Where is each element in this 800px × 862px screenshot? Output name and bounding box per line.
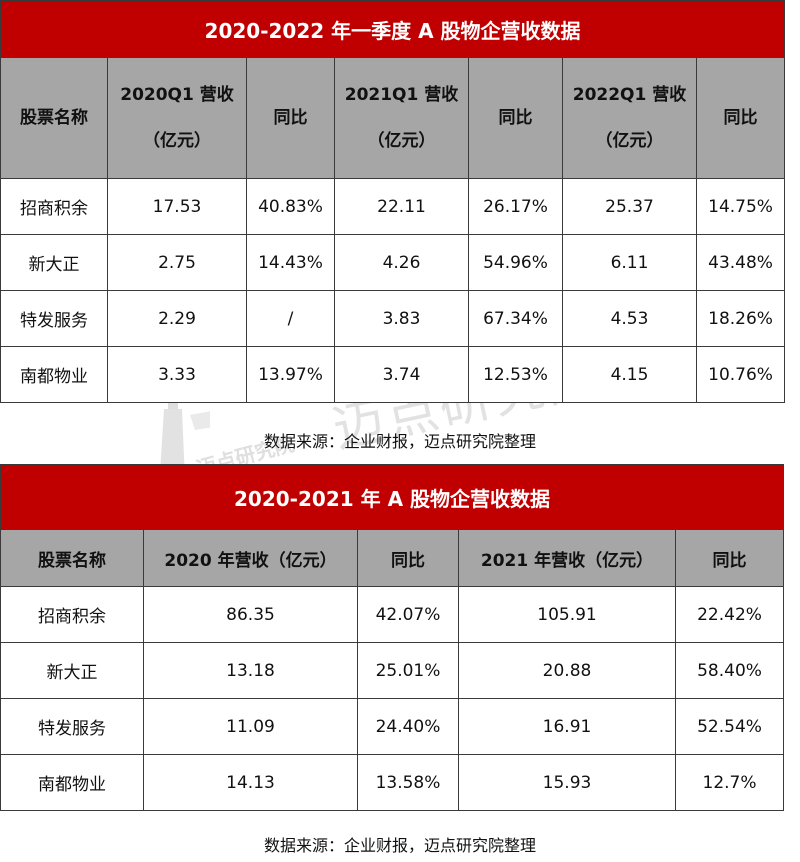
cell-value: 11.09 <box>143 698 358 755</box>
annual-revenue-table: 2020-2021 年 A 股物企营收数据 股票名称 2020 年营收（亿元） … <box>0 464 785 811</box>
table-row: 南都物业 3.33 13.97% 3.74 12.53% 4.15 10.76% <box>0 346 786 403</box>
source-caption: 数据来源：企业财报，迈点研究院整理 <box>263 432 536 451</box>
cell-value: 17.53 <box>107 178 247 235</box>
cell-value: 14.75% <box>695 178 786 235</box>
cell-value: 3.33 <box>107 346 247 403</box>
table-row: 南都物业 14.13 13.58% 15.93 12.7% <box>0 754 785 811</box>
column-header-2021q1-revenue: 2021Q1 营收 （亿元） <box>334 57 469 179</box>
table-row: 特发服务 2.29 / 3.83 67.34% 4.53 18.26% <box>0 290 786 347</box>
table-row: 新大正 13.18 25.01% 20.88 58.40% <box>0 642 785 699</box>
cell-value: 20.88 <box>458 642 676 699</box>
cell-value: 14.13 <box>143 754 358 811</box>
cell-value: 25.01% <box>357 642 459 699</box>
column-header-yoy: 同比 <box>468 57 563 179</box>
table-row: 招商积余 86.35 42.07% 105.91 22.42% <box>0 586 785 643</box>
table-row: 新大正 2.75 14.43% 4.26 54.96% 6.11 43.48% <box>0 234 786 291</box>
source-caption: 数据来源：企业财报，迈点研究院整理 <box>263 836 536 855</box>
column-header-yoy: 同比 <box>674 529 785 587</box>
cell-value: 22.42% <box>674 586 785 643</box>
cell-value: 4.53 <box>562 290 697 347</box>
cell-value: 52.54% <box>674 698 785 755</box>
column-header-stock-name: 股票名称 <box>0 57 108 179</box>
cell-value: 67.34% <box>468 290 563 347</box>
column-header-yoy: 同比 <box>246 57 335 179</box>
cell-value: 86.35 <box>143 586 358 643</box>
cell-value: 3.83 <box>334 290 469 347</box>
cell-stock-name: 南都物业 <box>0 754 144 811</box>
cell-value: 43.48% <box>695 234 786 291</box>
column-header-2022q1-revenue: 2022Q1 营收 （亿元） <box>562 57 697 179</box>
column-header-stock-name: 股票名称 <box>0 529 144 587</box>
cell-value: 16.91 <box>458 698 676 755</box>
cell-value: 42.07% <box>357 586 459 643</box>
table-title: 2020-2021 年 A 股物企营收数据 <box>0 464 785 530</box>
table-row: 特发服务 11.09 24.40% 16.91 52.54% <box>0 698 785 755</box>
cell-value: 4.15 <box>562 346 697 403</box>
cell-value: 3.74 <box>334 346 469 403</box>
cell-value: 2.75 <box>107 234 247 291</box>
header-row: 股票名称 2020Q1 营收 （亿元） 同比 2021Q1 营收 （亿元） 同比 2… <box>0 57 786 179</box>
cell-value: 58.40% <box>674 642 785 699</box>
cell-stock-name: 特发服务 <box>0 698 144 755</box>
cell-value: 14.43% <box>246 234 335 291</box>
cell-value: 105.91 <box>458 586 676 643</box>
header-row: 股票名称 2020 年营收（亿元） 同比 2021 年营收（亿元） 同比 <box>0 529 785 587</box>
cell-stock-name: 新大正 <box>0 234 108 291</box>
table-row: 招商积余 17.53 40.83% 22.11 26.17% 25.37 14.… <box>0 178 786 235</box>
column-header-2020q1-revenue: 2020Q1 营收 （亿元） <box>107 57 247 179</box>
cell-value: 6.11 <box>562 234 697 291</box>
cell-value: 22.11 <box>334 178 469 235</box>
cell-stock-name: 南都物业 <box>0 346 108 403</box>
column-header-2021-revenue: 2021 年营收（亿元） <box>458 529 676 587</box>
cell-value: 13.18 <box>143 642 358 699</box>
cell-value: 26.17% <box>468 178 563 235</box>
cell-stock-name: 招商积余 <box>0 586 144 643</box>
cell-value: 18.26% <box>695 290 786 347</box>
table-title: 2020-2022 年一季度 A 股物企营收数据 <box>0 0 786 58</box>
column-header-2020-revenue: 2020 年营收（亿元） <box>143 529 358 587</box>
cell-value: 25.37 <box>562 178 697 235</box>
cell-value: 2.29 <box>107 290 247 347</box>
cell-value: / <box>246 290 335 347</box>
cell-value: 13.58% <box>357 754 459 811</box>
cell-value: 40.83% <box>246 178 335 235</box>
cell-stock-name: 新大正 <box>0 642 144 699</box>
column-header-yoy: 同比 <box>357 529 459 587</box>
cell-value: 13.97% <box>246 346 335 403</box>
cell-value: 24.40% <box>357 698 459 755</box>
cell-value: 15.93 <box>458 754 676 811</box>
cell-value: 10.76% <box>695 346 786 403</box>
cell-value: 4.26 <box>334 234 469 291</box>
cell-value: 12.53% <box>468 346 563 403</box>
cell-value: 12.7% <box>674 754 785 811</box>
cell-stock-name: 特发服务 <box>0 290 108 347</box>
cell-value: 54.96% <box>468 234 563 291</box>
cell-stock-name: 招商积余 <box>0 178 108 235</box>
q1-revenue-table: 2020-2022 年一季度 A 股物企营收数据 股票名称 2020Q1 营收（… <box>0 0 786 403</box>
column-header-yoy: 同比 <box>695 57 786 179</box>
